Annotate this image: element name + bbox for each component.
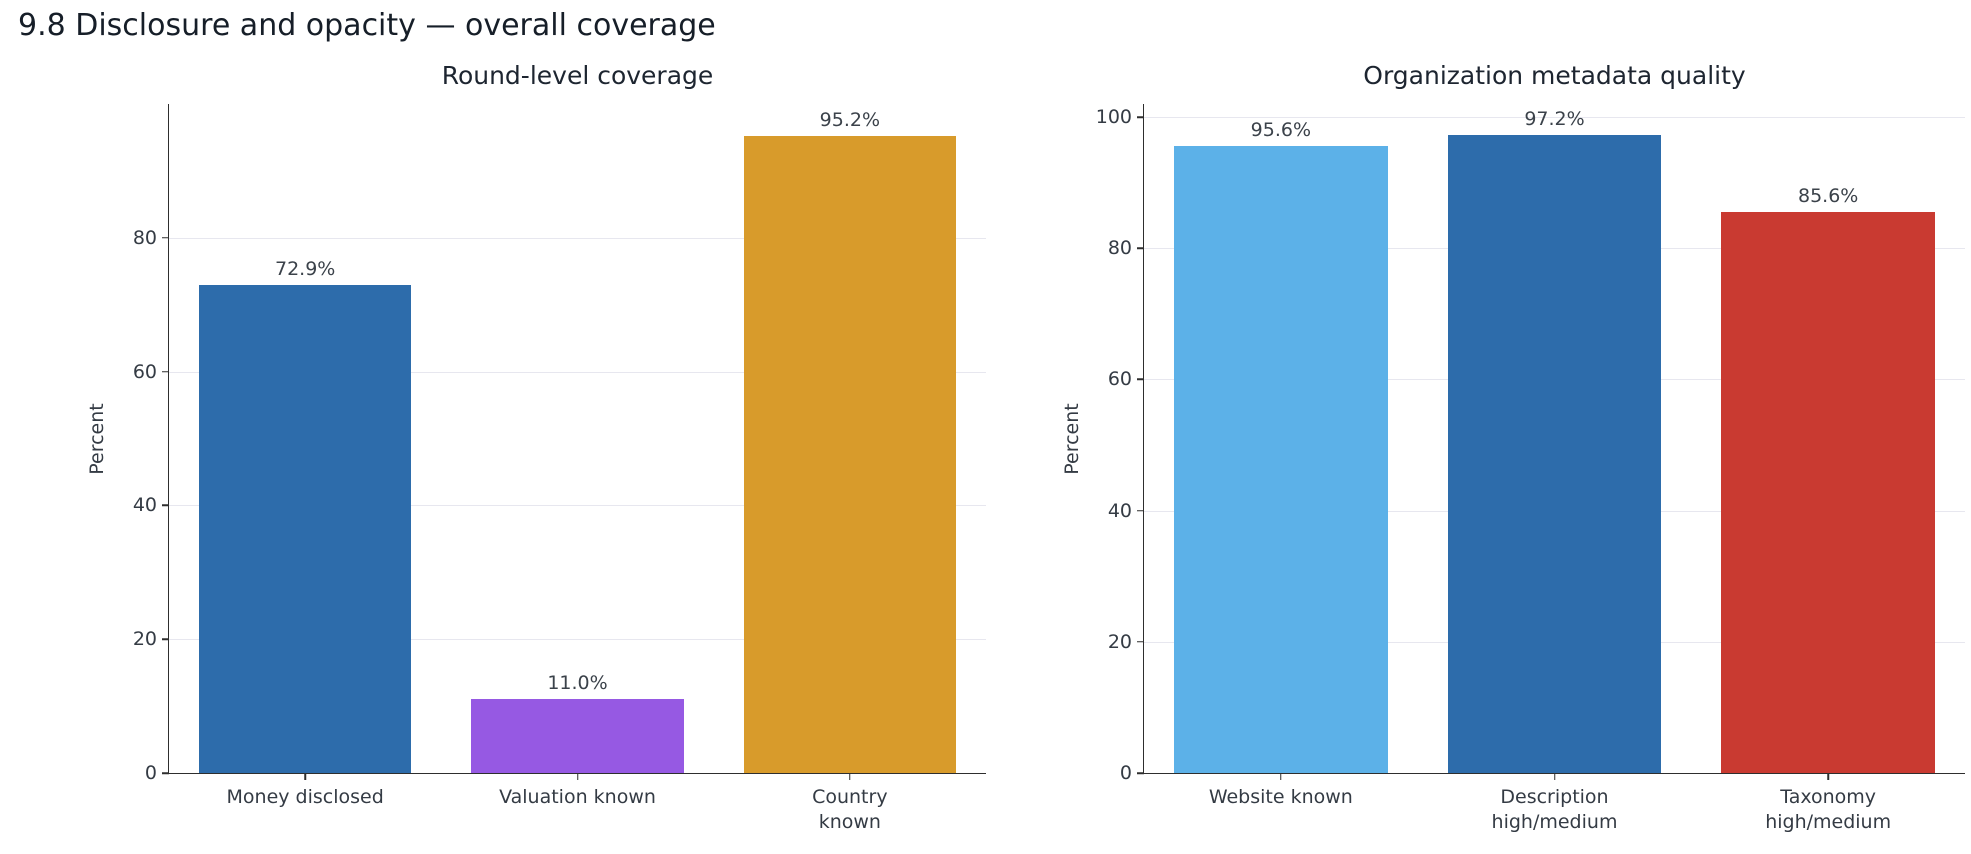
bar-value-label: 11.0% xyxy=(547,672,608,695)
gridline xyxy=(169,639,986,641)
x-tick-mark xyxy=(1827,773,1829,780)
y-axis-label: Percent xyxy=(86,402,108,475)
y-tick-mark xyxy=(162,237,169,239)
x-tick-label: Country known xyxy=(812,786,888,833)
y-tick-mark xyxy=(162,772,169,774)
bar-value-label: 95.6% xyxy=(1250,118,1312,141)
bar-taxonomy-high-medium xyxy=(1721,211,1935,773)
y-tick-mark xyxy=(1137,509,1144,512)
figure-title: 9.8 Disclosure and opacity — overall cov… xyxy=(18,8,716,43)
bar-value-label: 85.6% xyxy=(1797,184,1859,207)
y-tick-label: 40 xyxy=(132,494,157,517)
chart-title: Round-level coverage xyxy=(441,61,714,90)
y-tick-mark xyxy=(162,638,169,640)
bar-description-high-medium xyxy=(1447,135,1662,773)
y-tick-mark xyxy=(162,504,169,507)
x-tick-mark xyxy=(849,773,851,780)
x-tick-label: Taxonomy high/medium xyxy=(1765,786,1892,833)
y-tick-mark xyxy=(1137,641,1144,643)
y-tick-label: 20 xyxy=(1107,630,1132,653)
x-tick-mark xyxy=(1280,773,1282,780)
x-tick-label: Money disclosed xyxy=(226,786,384,808)
y-tick-label: 100 xyxy=(1095,106,1132,129)
gridline xyxy=(1144,117,1965,119)
chart-round-level-coverage: Round-level coverage Percent 0 20 40 60 80 72.9… xyxy=(86,61,986,833)
chart-title: Organization metadata quality xyxy=(1363,61,1746,90)
bar-money-disclosed xyxy=(198,285,412,773)
y-tick-label: 80 xyxy=(132,226,157,249)
x-tick-label: Description high/medium xyxy=(1491,786,1618,833)
y-tick-mark xyxy=(1137,378,1144,381)
gridline xyxy=(169,505,986,507)
x-tick-mark xyxy=(1553,773,1556,780)
x-tick-mark xyxy=(304,773,306,780)
x-tick-label: Website known xyxy=(1208,786,1353,808)
bar-value-label: 97.2% xyxy=(1524,108,1585,131)
bar-website-known xyxy=(1174,145,1388,773)
bar-valuation-known xyxy=(471,699,684,773)
y-tick-label: 60 xyxy=(1107,368,1132,391)
y-tick-label: 80 xyxy=(1107,237,1132,260)
y-tick-mark xyxy=(1137,247,1144,250)
x-tick-label: Valuation known xyxy=(499,786,656,808)
bar-country-known xyxy=(743,136,957,773)
x-tick-mark xyxy=(576,773,579,780)
y-tick-mark xyxy=(162,370,169,373)
y-tick-mark xyxy=(1137,772,1144,774)
bar-value-label: 72.9% xyxy=(274,258,336,281)
y-axis-label: Percent xyxy=(1061,402,1083,475)
gridline xyxy=(169,371,986,373)
y-tick-label: 0 xyxy=(1119,762,1132,784)
y-tick-mark xyxy=(1137,116,1144,118)
y-tick-label: 40 xyxy=(1107,499,1132,522)
y-tick-label: 60 xyxy=(132,360,157,383)
gridline xyxy=(169,237,986,239)
bar-value-label: 95.2% xyxy=(819,109,881,132)
y-tick-label: 0 xyxy=(144,762,157,784)
y-tick-label: 20 xyxy=(132,628,157,651)
chart-organization-metadata-quality: Organization metadata quality Percent 0 20 4… xyxy=(1061,61,1965,833)
